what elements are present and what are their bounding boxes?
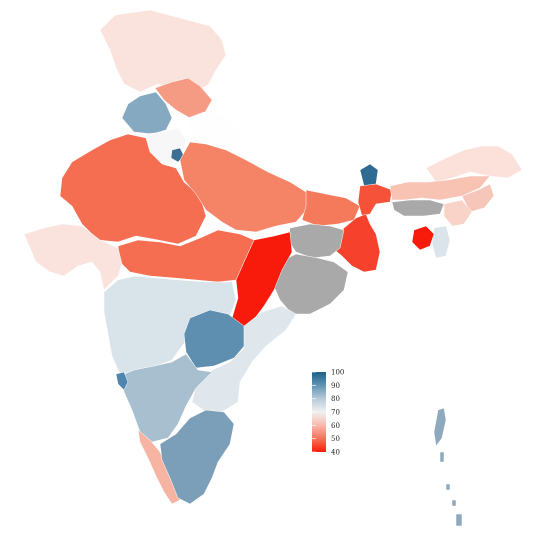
- region-himachal: [154, 77, 213, 119]
- region-manipur: [443, 199, 473, 227]
- region-karnataka: [119, 353, 213, 443]
- legend-color-bar: [312, 372, 326, 452]
- legend-label-5: 50: [331, 435, 340, 443]
- region-mizoram: [431, 225, 451, 259]
- legend-ticks: [312, 371, 316, 453]
- region-uttar-pradesh: [179, 141, 309, 233]
- legend-label-4: 60: [331, 422, 340, 430]
- region-goa: [115, 371, 129, 391]
- legend-label-6: 40: [331, 449, 340, 457]
- region-gujarat: [23, 223, 123, 291]
- region-jharkhand: [287, 223, 345, 259]
- legend-label-2: 80: [331, 395, 340, 403]
- region-bihar: [301, 189, 361, 227]
- region-madhya-pradesh: [117, 229, 255, 283]
- region-jammu-kashmir: [99, 9, 227, 93]
- legend-label-0: 100: [331, 369, 344, 377]
- legend-label-3: 70: [331, 409, 340, 417]
- color-legend: 100 90 80 70 60 50 40: [312, 369, 344, 457]
- region-kerala: [137, 429, 181, 505]
- region-andaman-islands: [433, 407, 463, 527]
- legend-label-1: 90: [331, 382, 340, 390]
- region-uttarakhand: [187, 111, 243, 149]
- region-assam: [389, 175, 491, 201]
- region-odisha: [271, 253, 349, 315]
- region-sikkim: [359, 163, 379, 187]
- region-punjab: [121, 91, 173, 135]
- region-andhra-pradesh: [191, 305, 297, 413]
- region-chhattisgarh: [231, 231, 293, 333]
- region-west-bengal: [329, 213, 381, 273]
- region-arunachal: [425, 145, 523, 183]
- region-tamil-nadu: [159, 409, 235, 505]
- region-meghalaya: [391, 199, 445, 217]
- region-tripura: [411, 225, 435, 251]
- region-north-bengal: [357, 183, 393, 217]
